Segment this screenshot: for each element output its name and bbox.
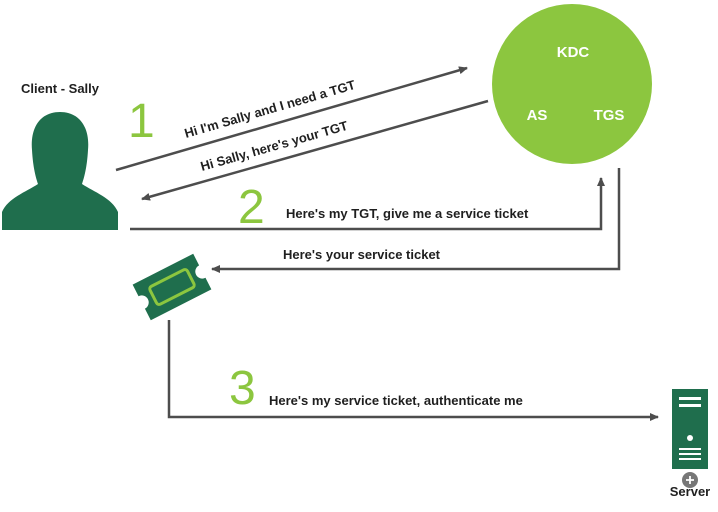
person-icon [2,112,118,230]
kdc-tgs-label: TGS [594,107,625,124]
kdc-node: KDC AS TGS [492,4,652,164]
kdc-as-label: AS [527,107,548,124]
kdc-circle [492,4,652,164]
arrow-reply-tgt [141,99,489,201]
arrow-authenticate [167,320,659,421]
server-icon [672,389,708,469]
server-label: Server [670,484,710,499]
step-number-1: 1 [128,95,155,148]
step-number-3: 3 [229,362,256,415]
step-number-2: 2 [238,181,265,234]
arrow-request-tgt [115,66,468,172]
message-request-service-ticket: Here's my TGT, give me a service ticket [286,206,529,221]
kdc-title: KDC [557,44,590,61]
ticket-icon [132,253,212,321]
arrow-reply-service-ticket [211,168,621,273]
client-label: Client - Sally [21,81,100,96]
message-reply-service-ticket: Here's your service ticket [283,247,441,262]
arrow-request-service-ticket [130,177,605,231]
plus-icon[interactable] [682,472,698,488]
message-authenticate: Here's my service ticket, authenticate m… [269,393,523,408]
